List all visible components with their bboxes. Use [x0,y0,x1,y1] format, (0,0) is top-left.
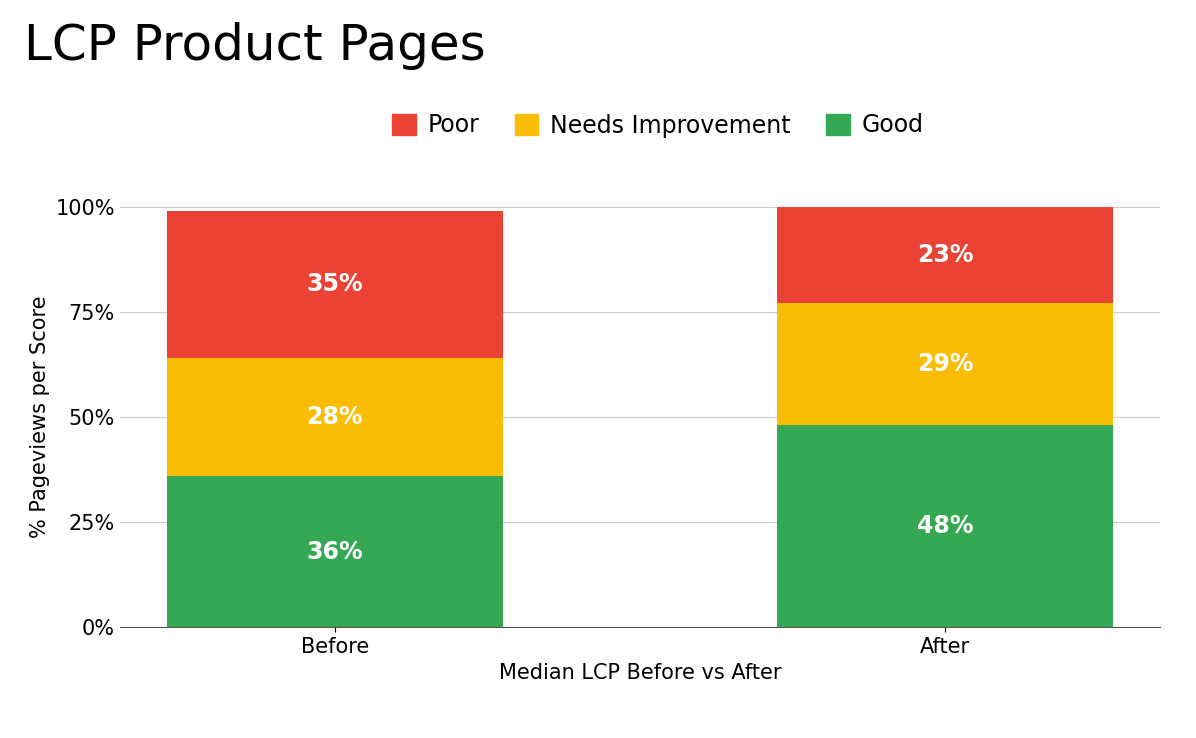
Bar [777,207,1112,303]
X-axis label: Median LCP Before vs After: Median LCP Before vs After [499,663,781,683]
Text: 48%: 48% [917,514,974,538]
Text: 29%: 29% [917,352,974,376]
Bar [777,425,1112,627]
Y-axis label: % Pageviews per Score: % Pageviews per Score [30,296,50,538]
Text: 28%: 28% [306,405,362,429]
Bar [167,358,502,476]
Bar [777,303,1112,425]
Text: 36%: 36% [306,539,364,564]
Legend: Poor, Needs Improvement, Good: Poor, Needs Improvement, Good [383,104,933,147]
Text: LCP Product Pages: LCP Product Pages [24,22,486,70]
Bar [167,211,502,358]
Bar [167,476,502,627]
Text: 23%: 23% [917,243,974,267]
Text: 35%: 35% [306,272,364,297]
